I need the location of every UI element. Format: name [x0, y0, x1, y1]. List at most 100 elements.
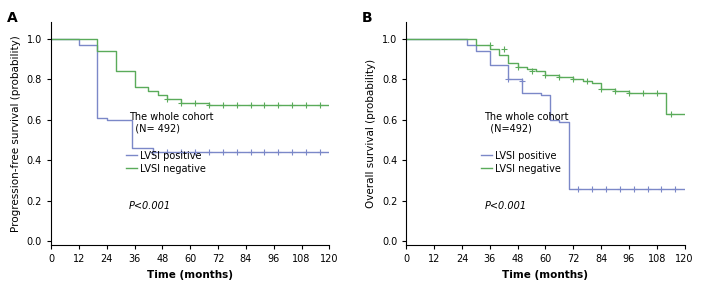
LVSI positive: [518, 92, 527, 95]
Y-axis label: Overall survival (probability): Overall survival (probability): [367, 59, 376, 208]
Line: LVSI negative: LVSI negative: [51, 38, 329, 105]
LVSI positive: [462, 37, 471, 40]
Text: P<0.001: P<0.001: [484, 201, 527, 211]
LVSI negative: [154, 93, 162, 97]
LVSI positive: [504, 63, 513, 67]
LVSI positive: [486, 49, 494, 52]
LVSI positive: [555, 118, 563, 121]
LVSI negative: [130, 86, 139, 89]
LVSI positive: [47, 37, 55, 40]
LVSI negative: [625, 90, 633, 93]
LVSI negative: [611, 90, 619, 93]
LVSI negative: [204, 104, 213, 107]
Y-axis label: Progression-free survival (probability): Progression-free survival (probability): [11, 36, 21, 232]
LVSI positive: [462, 43, 471, 46]
LVSI positive: [486, 63, 494, 67]
LVSI negative: [597, 81, 606, 85]
X-axis label: Time (months): Time (months): [503, 270, 589, 280]
LVSI positive: [75, 37, 83, 40]
LVSI negative: [163, 93, 171, 97]
LVSI positive: [680, 187, 689, 190]
LVSI negative: [163, 97, 171, 101]
LVSI negative: [112, 69, 121, 73]
LVSI positive: [149, 146, 157, 150]
LVSI positive: [504, 77, 513, 81]
LVSI negative: [578, 79, 587, 83]
LVSI negative: [93, 37, 102, 40]
LVSI positive: [149, 150, 157, 154]
LVSI negative: [522, 67, 531, 71]
LVSI positive: [518, 77, 527, 81]
LVSI negative: [597, 88, 606, 91]
LVSI negative: [555, 75, 563, 79]
LVSI negative: [93, 49, 102, 52]
Text: B: B: [362, 11, 372, 25]
LVSI negative: [145, 86, 153, 89]
LVSI positive: [472, 49, 480, 52]
LVSI negative: [154, 90, 162, 93]
LVSI negative: [472, 43, 480, 46]
LVSI positive: [402, 37, 410, 40]
LVSI positive: [537, 93, 545, 97]
LVSI positive: [75, 43, 83, 46]
LVSI negative: [588, 79, 596, 83]
LVSI positive: [93, 116, 102, 119]
LVSI negative: [112, 49, 121, 52]
LVSI negative: [588, 81, 596, 85]
LVSI negative: [486, 47, 494, 50]
LVSI positive: [93, 43, 102, 46]
LVSI positive: [546, 93, 554, 97]
LVSI negative: [472, 37, 480, 40]
Text: A: A: [6, 11, 18, 25]
LVSI negative: [680, 112, 689, 115]
LVSI positive: [325, 150, 333, 154]
LVSI negative: [504, 61, 513, 65]
Line: LVSI positive: LVSI positive: [51, 38, 329, 152]
LVSI negative: [532, 67, 541, 71]
LVSI negative: [145, 90, 153, 93]
LVSI positive: [680, 187, 689, 190]
LVSI negative: [522, 65, 531, 69]
LVSI positive: [537, 92, 545, 95]
LVSI negative: [325, 104, 333, 107]
LVSI negative: [204, 102, 213, 105]
Text: The whole cohort
  (N= 492): The whole cohort (N= 492): [129, 111, 214, 133]
LVSI negative: [555, 73, 563, 77]
LVSI negative: [486, 43, 494, 46]
LVSI negative: [662, 92, 670, 95]
LVSI negative: [177, 97, 185, 101]
Legend: LVSI positive, LVSI negative: LVSI positive, LVSI negative: [481, 151, 561, 173]
LVSI positive: [325, 150, 333, 154]
LVSI positive: [102, 118, 111, 121]
LVSI negative: [625, 92, 633, 95]
LVSI positive: [565, 120, 573, 123]
Line: LVSI negative: LVSI negative: [406, 38, 685, 113]
Text: The whole cohort
  (N=492): The whole cohort (N=492): [484, 111, 569, 133]
LVSI negative: [130, 69, 139, 73]
LVSI negative: [532, 69, 541, 73]
LVSI negative: [578, 77, 587, 81]
LVSI positive: [555, 120, 563, 123]
X-axis label: Time (months): Time (months): [147, 270, 233, 280]
LVSI negative: [495, 47, 503, 50]
LVSI negative: [541, 73, 550, 77]
LVSI negative: [569, 77, 577, 81]
LVSI negative: [513, 61, 522, 65]
Text: P<0.001: P<0.001: [129, 201, 171, 211]
LVSI positive: [128, 118, 137, 121]
LVSI negative: [541, 69, 550, 73]
LVSI negative: [47, 37, 55, 40]
LVSI negative: [504, 53, 513, 56]
LVSI negative: [653, 92, 661, 95]
LVSI positive: [565, 187, 573, 190]
LVSI positive: [102, 116, 111, 119]
LVSI positive: [128, 146, 137, 150]
LVSI negative: [569, 75, 577, 79]
LVSI negative: [513, 65, 522, 69]
Legend: LVSI positive, LVSI negative: LVSI positive, LVSI negative: [125, 151, 206, 173]
LVSI positive: [472, 43, 480, 46]
Line: LVSI positive: LVSI positive: [406, 38, 685, 189]
LVSI negative: [495, 53, 503, 56]
LVSI negative: [177, 102, 185, 105]
LVSI negative: [653, 92, 661, 95]
